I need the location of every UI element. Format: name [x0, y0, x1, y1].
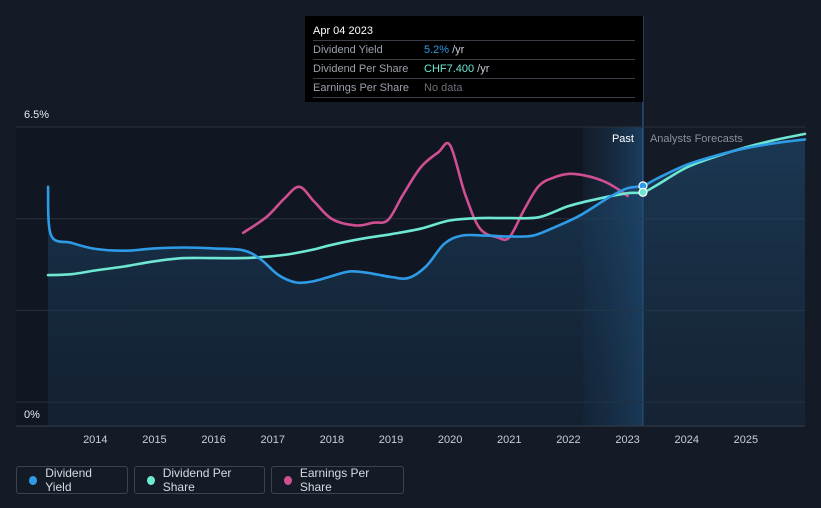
tooltip-date: Apr 04 2023	[313, 22, 635, 41]
x-tick-label: 2014	[83, 434, 107, 446]
legend-dividend-yield[interactable]: Dividend Yield	[16, 466, 128, 494]
legend-dividend-per-share[interactable]: Dividend Per Share	[134, 466, 265, 494]
forecast-label: Analysts Forecasts	[650, 133, 743, 145]
legend-dot-icon	[147, 475, 155, 485]
tooltip-value: CHF7.400	[424, 63, 475, 75]
dividend-yield-area	[48, 139, 805, 426]
x-tick-label: 2023	[615, 434, 639, 446]
y-axis-top-label: 6.5%	[24, 109, 49, 121]
legend-label: Earnings Per Share	[299, 466, 370, 494]
x-tick-label: 2018	[320, 434, 344, 446]
x-tick-label: 2019	[379, 434, 403, 446]
hover-tooltip: Apr 04 2023 Dividend Yield 5.2% /yr Divi…	[305, 16, 643, 102]
legend-dot-icon	[284, 475, 292, 485]
tooltip-key: Dividend Yield	[313, 44, 383, 56]
legend-label: Dividend Yield	[45, 466, 92, 494]
tooltip-unit: /yr	[477, 63, 490, 75]
tooltip-key: Earnings Per Share	[313, 82, 409, 94]
tooltip-value: 5.2%	[424, 44, 450, 56]
x-tick-label: 2024	[674, 434, 698, 446]
legend-label: Dividend Per Share	[162, 466, 232, 494]
y-axis-bottom-label: 0%	[24, 409, 40, 421]
x-tick-label: 2016	[201, 434, 225, 446]
tooltip-row-earnings-per-share: Earnings Per Share No data	[313, 79, 635, 98]
legend-earnings-per-share[interactable]: Earnings Per Share	[271, 466, 404, 494]
earnings-per-share-line	[241, 141, 629, 242]
x-tick-label: 2025	[734, 434, 758, 446]
tooltip-row-dividend-yield: Dividend Yield 5.2% /yr	[313, 41, 635, 60]
tooltip-key: Dividend Per Share	[313, 63, 409, 75]
legend-dot-icon	[29, 475, 38, 485]
tooltip-value: No data	[424, 82, 463, 94]
x-tick-label: 2015	[142, 434, 166, 446]
past-label: Past	[612, 133, 634, 145]
hover-marker	[638, 187, 648, 197]
x-tick-label: 2021	[497, 434, 521, 446]
dividend-per-share-line	[46, 132, 807, 277]
tooltip-unit: /yr	[452, 44, 465, 56]
tooltip-row-dividend-per-share: Dividend Per Share CHF7.400 /yr	[313, 60, 635, 79]
x-tick-label: 2017	[260, 434, 284, 446]
x-tick-label: 2020	[438, 434, 462, 446]
x-tick-label: 2022	[556, 434, 580, 446]
